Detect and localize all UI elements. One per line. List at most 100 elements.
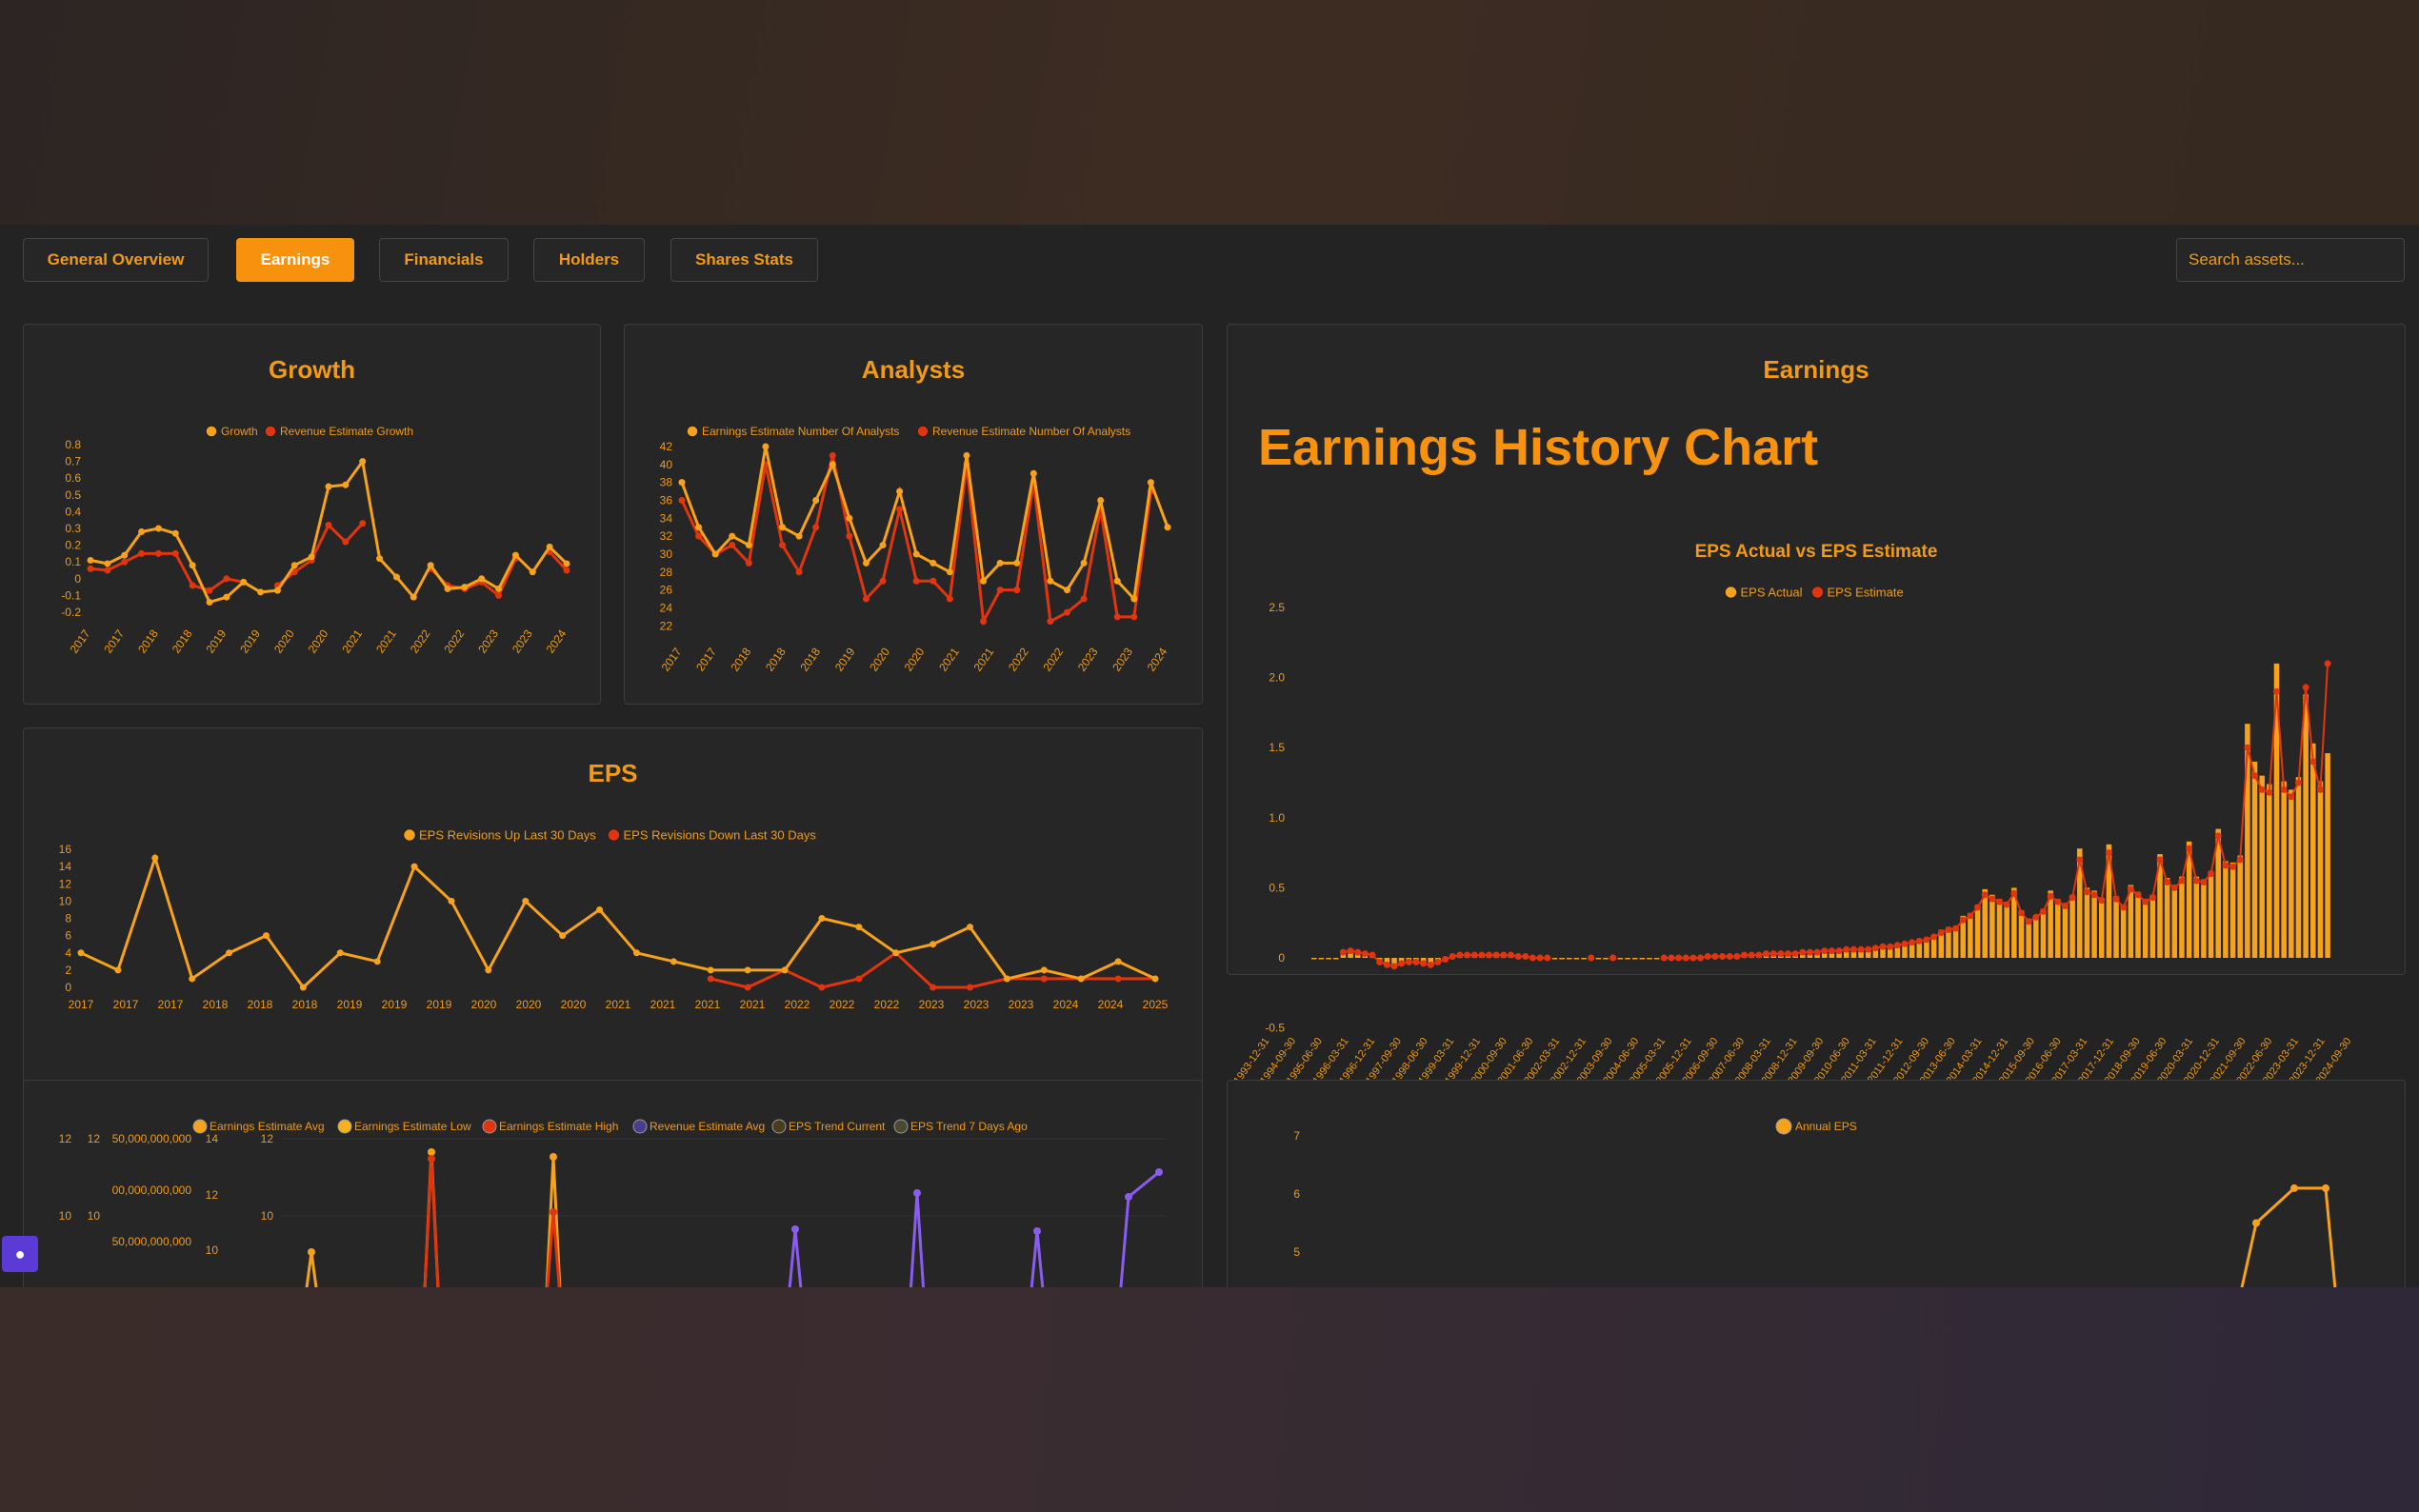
data-point [1967, 912, 1974, 920]
data-point [308, 553, 315, 561]
bar [1982, 888, 1988, 958]
growth-panel: Growth Growth Revenue Estimate Growth 0.8 0… [23, 324, 601, 705]
bar [1581, 958, 1587, 960]
bar [2303, 694, 2309, 958]
data-point [2236, 856, 2244, 864]
bar [2273, 663, 2280, 958]
data-point [1080, 595, 1088, 603]
data-point [1682, 954, 1689, 962]
earnings-history-heading: Earnings History Chart [1258, 419, 1819, 476]
data-point [226, 949, 233, 957]
data-point [745, 559, 752, 567]
y-tick-label: 0.6 [65, 471, 81, 485]
x-tick-label: 2018 [292, 998, 318, 1011]
tab-financials[interactable]: Financials [379, 238, 509, 282]
data-point [2127, 885, 2134, 893]
data-point [1130, 613, 1138, 621]
legend-marker [607, 828, 621, 842]
data-point [1952, 925, 1960, 932]
data-point [121, 551, 129, 559]
data-point [1871, 945, 1879, 952]
data-point [1080, 559, 1088, 567]
data-point [1857, 945, 1865, 953]
x-tick-label: 2018 [135, 627, 161, 655]
tab-earnings[interactable]: Earnings [236, 238, 354, 282]
tab-general-overview[interactable]: General Overview [23, 238, 209, 282]
data-point [1130, 595, 1138, 603]
bar [2171, 885, 2178, 958]
data-point [262, 932, 270, 940]
y-tick-label: 24 [660, 601, 673, 614]
data-point [2252, 1219, 2260, 1227]
legend-marker [337, 1119, 352, 1134]
data-point [1507, 951, 1514, 959]
x-tick-label: 2017 [659, 645, 685, 673]
data-point [930, 984, 937, 991]
data-point [1923, 936, 1930, 944]
x-tick-label: 2017 [693, 645, 719, 673]
x-tick-label: 2018 [763, 645, 789, 673]
data-point [428, 1148, 435, 1156]
series-line [423, 1158, 440, 1287]
x-tick-label: 2023 [1009, 998, 1034, 1011]
data-point [104, 560, 111, 567]
data-point [2090, 891, 2098, 899]
bar [2018, 909, 2025, 958]
legend-marker [632, 1119, 648, 1134]
y-tick-label: 7 [1293, 1129, 1300, 1143]
data-point [290, 562, 298, 569]
data-point [1989, 895, 1996, 903]
data-point [1711, 953, 1719, 961]
x-tick-label: 2022 [442, 627, 468, 655]
data-point [359, 458, 367, 466]
data-point [896, 506, 904, 513]
y-tick-label: 28 [660, 566, 673, 579]
y-tick-label: 10 [206, 1243, 219, 1257]
bar [1887, 945, 1893, 958]
bar [1989, 894, 1995, 958]
data-point [2251, 772, 2259, 780]
data-point [1097, 496, 1105, 504]
x-tick-label: 2018 [248, 998, 273, 1011]
bar [1653, 958, 1660, 960]
data-point [87, 565, 94, 572]
tab-shares-stats[interactable]: Shares Stats [670, 238, 818, 282]
data-point [189, 562, 196, 569]
bar [2229, 862, 2236, 958]
data-point [913, 1189, 921, 1197]
data-point [1609, 954, 1617, 962]
x-tick-label: 2020 [902, 645, 928, 673]
y-tick-label: 40 [660, 458, 673, 471]
data-point [2142, 898, 2149, 905]
data-point [596, 905, 604, 913]
data-point [1813, 948, 1821, 956]
data-point [2156, 856, 2164, 864]
data-point [1003, 975, 1010, 983]
x-tick-label: 2017 [113, 998, 139, 1011]
data-point [563, 567, 570, 574]
bar [2251, 761, 2258, 958]
data-point [1704, 953, 1711, 961]
chat-widget-button[interactable]: ● [2, 1236, 38, 1272]
y-tick-label: 4 [65, 946, 71, 960]
data-point [1529, 954, 1536, 962]
annual-eps-chart: Annual EPS 7 6 5 [1293, 1118, 2337, 1287]
data-point [996, 587, 1004, 594]
data-point [695, 532, 703, 540]
estimates-chart: Earnings Estimate Avg Earnings Estimate L… [59, 1119, 1167, 1287]
data-point [563, 560, 570, 567]
tab-holders[interactable]: Holders [533, 238, 645, 282]
data-point [1390, 963, 1398, 970]
y-tick-label: 38 [660, 476, 673, 489]
data-point [1668, 954, 1675, 962]
legend-marker [192, 1119, 208, 1134]
legend-marker [482, 1119, 497, 1134]
data-point [1675, 954, 1683, 962]
data-point [2098, 897, 2106, 905]
data-point [963, 451, 970, 459]
x-tick-label: 2025 [1143, 998, 1169, 1011]
data-point [2288, 793, 2295, 801]
data-point [495, 591, 503, 599]
bar [1625, 958, 1630, 960]
search-input[interactable] [2176, 238, 2405, 282]
